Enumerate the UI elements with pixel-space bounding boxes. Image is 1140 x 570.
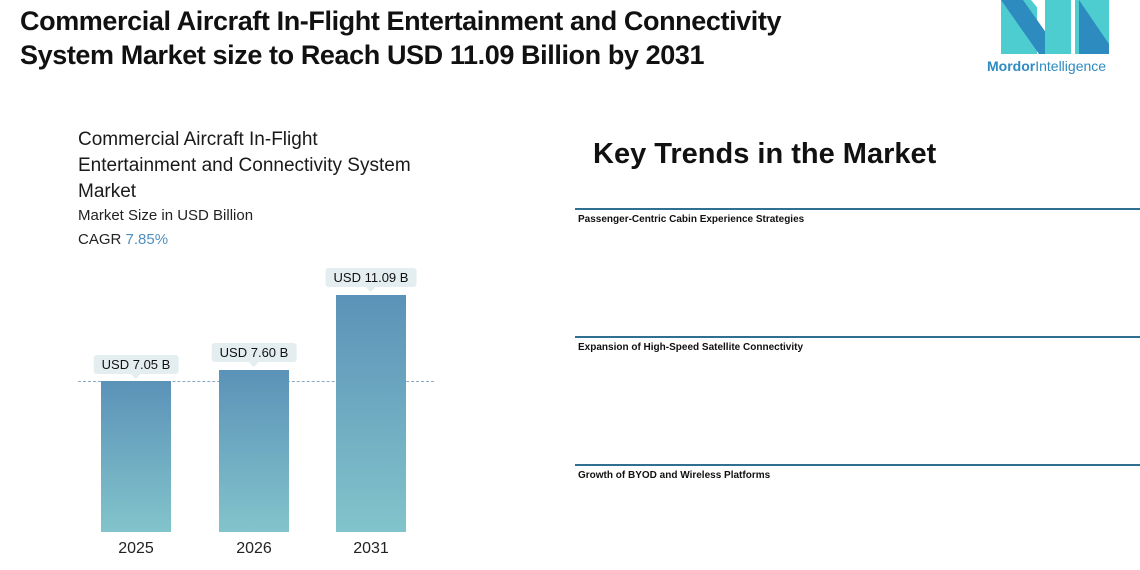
bar-chart: USD 7.05 B 2025 USD 7.60 B 2026 USD 11.0…	[78, 260, 434, 560]
mordor-intelligence-logo: MordorIntelligence	[985, 0, 1125, 80]
bar-2025	[101, 381, 171, 532]
bar-label-2025: USD 7.05 B	[93, 355, 179, 379]
trend-label: Expansion of High-Speed Satellite Connec…	[578, 342, 804, 353]
x-tick-2026: 2026	[236, 540, 272, 557]
trend-item: Expansion of High-Speed Satellite Connec…	[575, 336, 1140, 353]
trend-item: Passenger-Centric Cabin Experience Strat…	[575, 208, 1140, 225]
cagr: CAGR 7.85%	[78, 231, 168, 248]
bar-label-2031: USD 11.09 B	[325, 268, 417, 292]
cagr-value: 7.85%	[125, 231, 169, 248]
trend-label: Passenger-Centric Cabin Experience Strat…	[578, 214, 805, 225]
trends-title: Key Trends in the Market	[593, 138, 937, 170]
trend-item: Growth of BYOD and Wireless Platforms	[575, 464, 1140, 481]
bar-2031	[336, 295, 406, 532]
page-title-line2: System Market size to Reach USD 11.09 Bi…	[20, 40, 705, 70]
cagr-label: CAGR	[78, 231, 122, 248]
logo-mark-icon	[1001, 0, 1109, 54]
page-title: Commercial Aircraft In-Flight Entertainm…	[20, 4, 782, 72]
x-tick-2031: 2031	[353, 540, 389, 557]
chart-subtitle: Market Size in USD Billion	[78, 207, 254, 224]
bar-label-2026: USD 7.60 B	[211, 343, 297, 367]
x-tick-2025: 2025	[118, 540, 154, 557]
chart-title: Commercial Aircraft In-Flight Entertainm…	[78, 129, 411, 202]
logo-text: MordorIntelligence	[987, 58, 1107, 74]
bar-2026	[219, 370, 289, 532]
page-title-line1: Commercial Aircraft In-Flight Entertainm…	[20, 6, 782, 36]
trend-label: Growth of BYOD and Wireless Platforms	[578, 470, 771, 481]
